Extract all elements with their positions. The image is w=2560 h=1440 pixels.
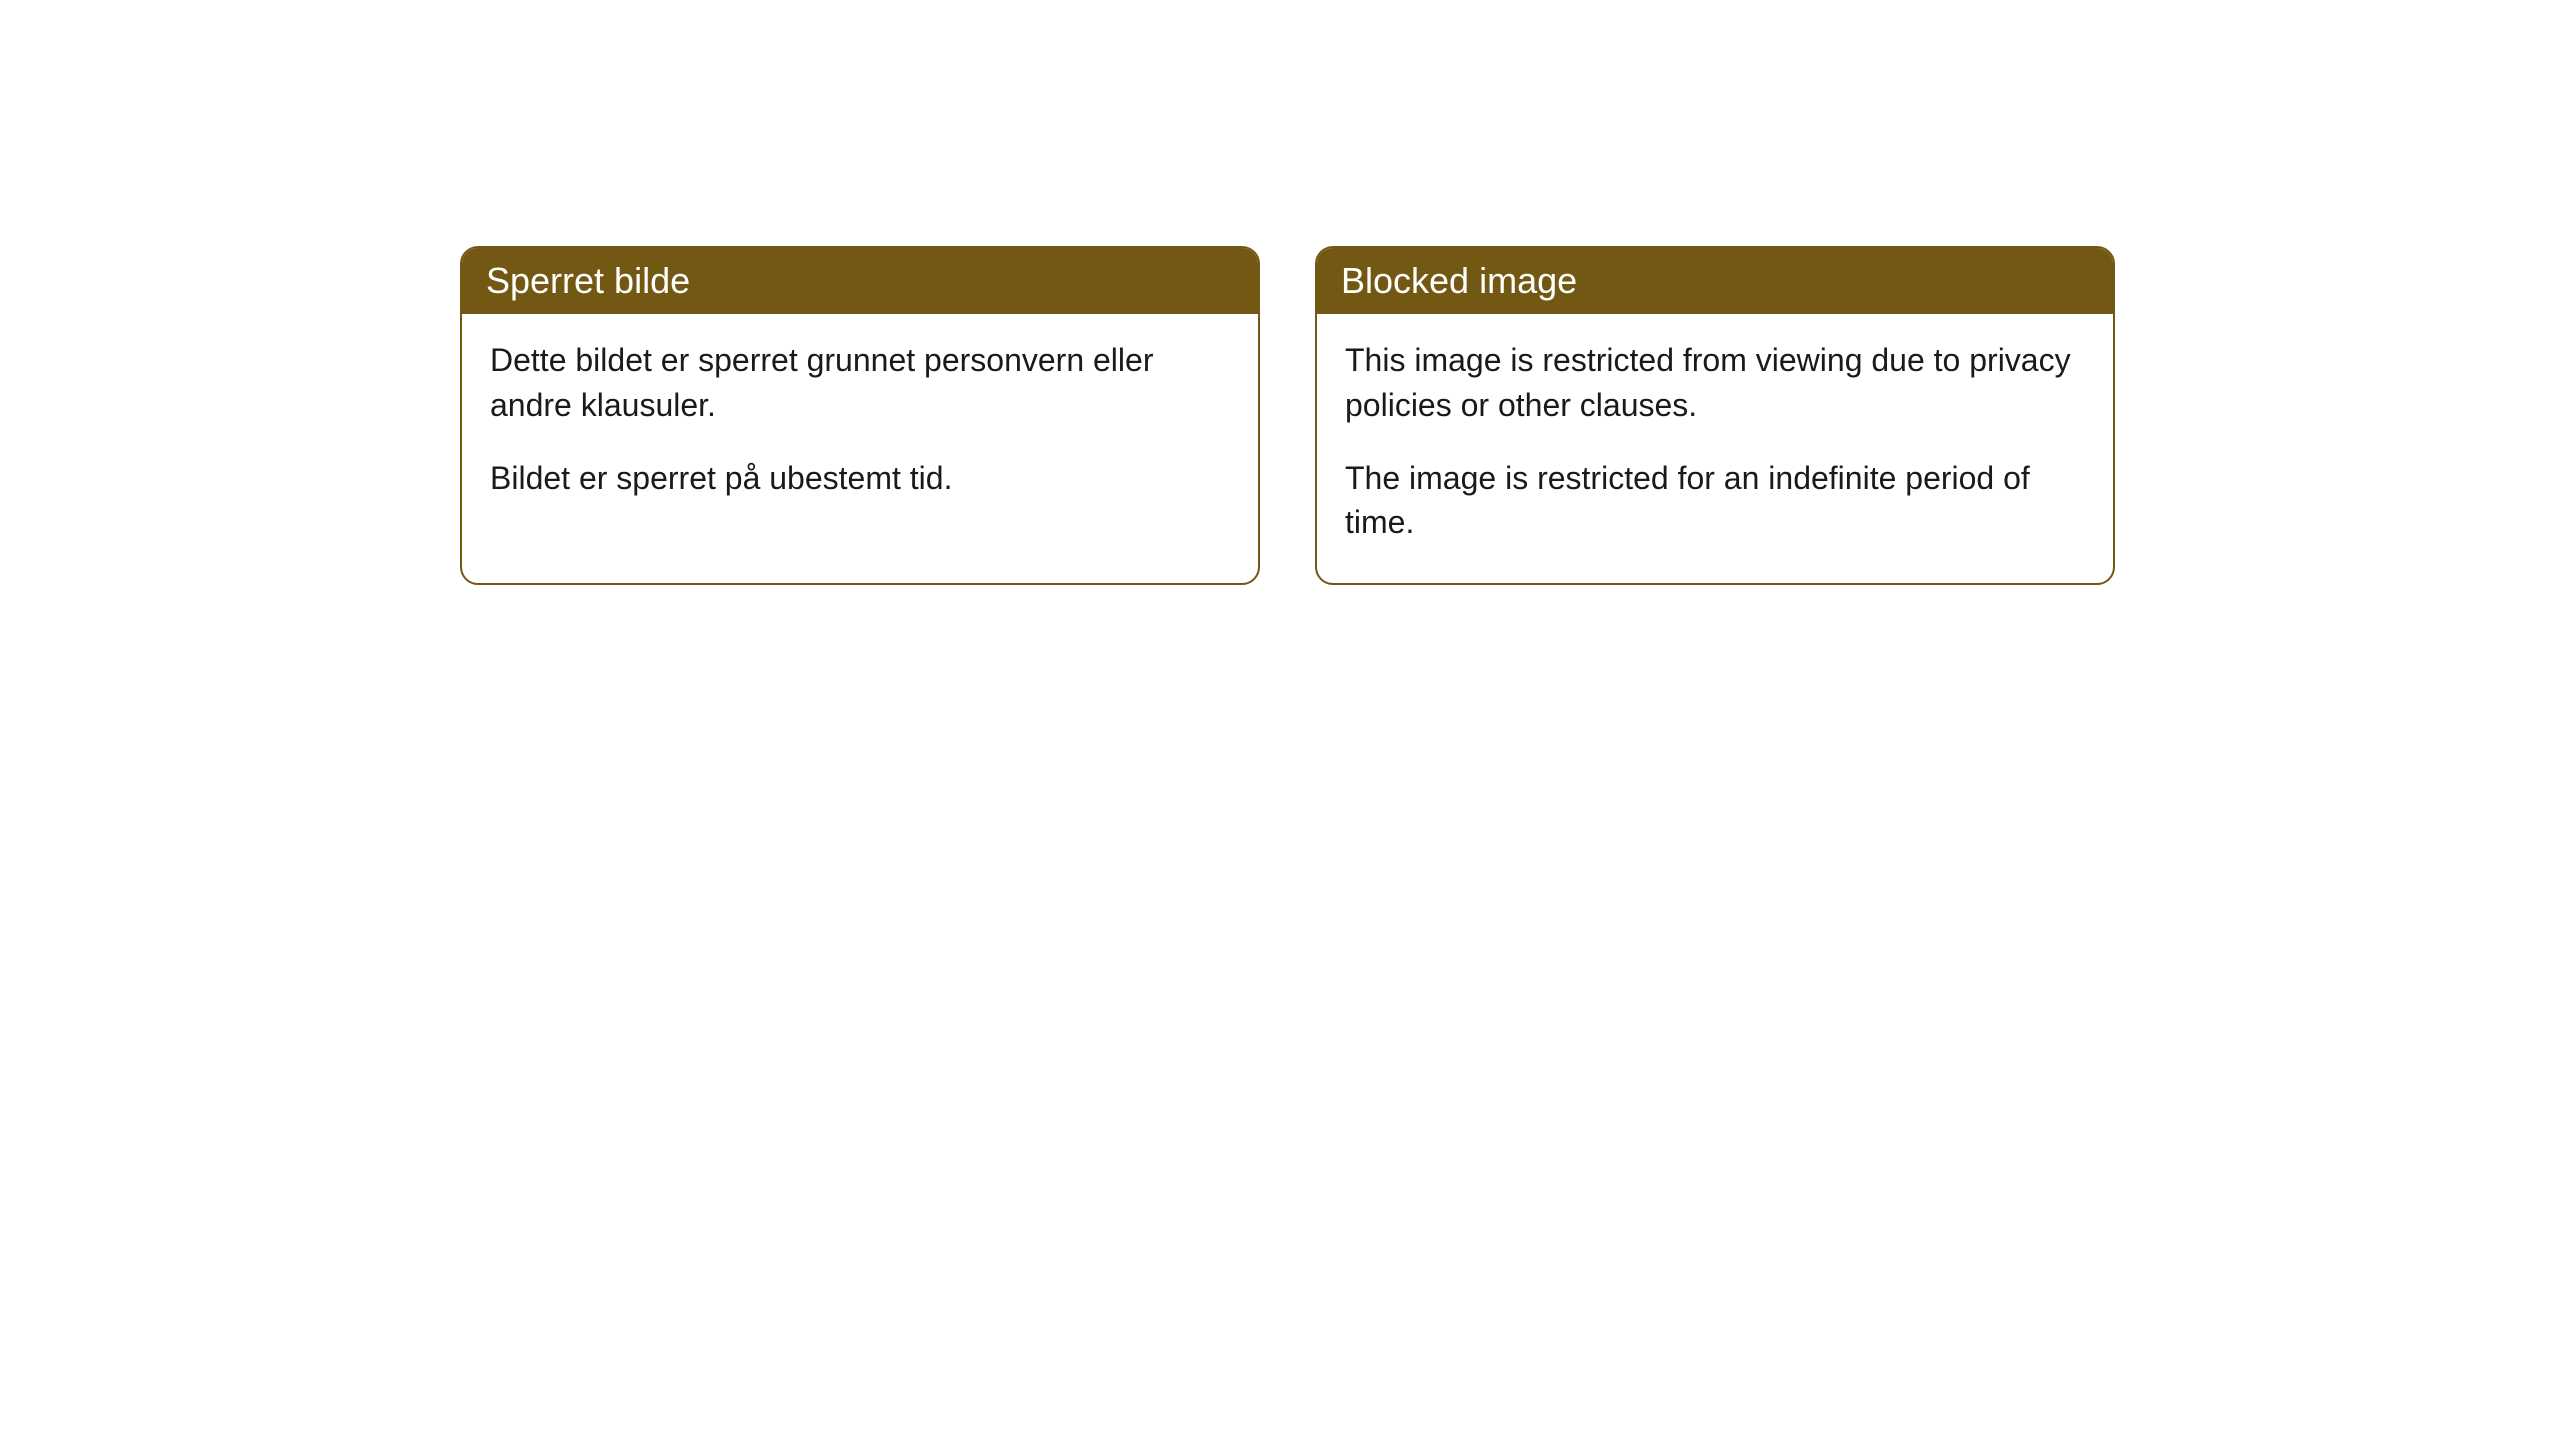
card-paragraph: Dette bildet er sperret grunnet personve… xyxy=(490,338,1230,428)
card-paragraph: This image is restricted from viewing du… xyxy=(1345,338,2085,428)
card-title: Blocked image xyxy=(1341,260,1577,301)
card-title: Sperret bilde xyxy=(486,260,690,301)
card-paragraph: Bildet er sperret på ubestemt tid. xyxy=(490,456,1230,501)
notice-container: Sperret bilde Dette bildet er sperret gr… xyxy=(460,246,2115,585)
card-header: Blocked image xyxy=(1317,248,2113,314)
card-body: This image is restricted from viewing du… xyxy=(1317,314,2113,583)
notice-card-english: Blocked image This image is restricted f… xyxy=(1315,246,2115,585)
card-paragraph: The image is restricted for an indefinit… xyxy=(1345,456,2085,546)
card-header: Sperret bilde xyxy=(462,248,1258,314)
notice-card-norwegian: Sperret bilde Dette bildet er sperret gr… xyxy=(460,246,1260,585)
card-body: Dette bildet er sperret grunnet personve… xyxy=(462,314,1258,538)
